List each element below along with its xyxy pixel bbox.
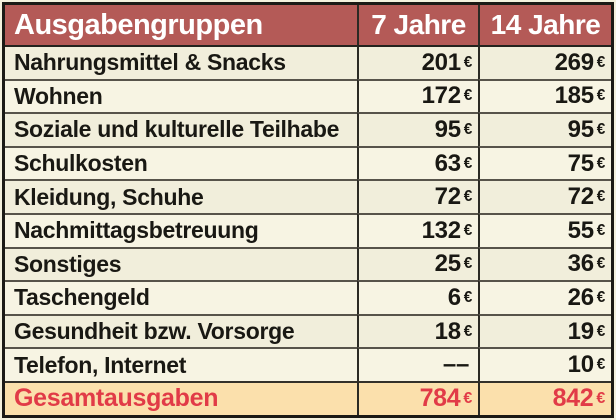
row-label: Kleidung, Schuhe [5,179,357,213]
total-label: Gesamtausgaben [5,380,357,415]
total-age7: 784 € [357,380,478,415]
euro-sign: € [463,389,472,407]
euro-sign: € [596,53,606,71]
row-label: Nachmittagsbetreuung [5,212,357,247]
value-age14: 26 € [478,280,611,314]
euro-sign: € [596,188,606,206]
euro-sign: € [463,87,473,105]
euro-sign: € [463,221,473,239]
value-age14: 95 € [478,112,611,146]
euro-sign: € [463,154,473,172]
euro-sign: € [463,188,473,206]
euro-sign: € [463,53,473,71]
euro-sign: € [463,288,473,306]
row-label: Wohnen [5,78,357,113]
value-age7: 72 € [357,179,478,213]
euro-sign: € [596,154,606,172]
euro-sign: € [596,221,606,239]
euro-sign: € [596,322,606,340]
row-label: Soziale und kulturelle Teilhabe [5,112,357,146]
euro-sign: € [596,120,606,138]
euro-sign: € [596,356,606,374]
value-age14: 75 € [478,145,611,180]
row-label: Taschengeld [5,280,357,314]
row-label: Telefon, Internet [5,347,357,381]
total-age14: 842 € [478,380,611,415]
value-age14: 55 € [478,212,611,247]
euro-sign: € [596,288,606,306]
row-label: Gesundheit bzw. Vorsorge [5,313,357,348]
value-age7: 18 € [357,313,478,348]
euro-sign: € [463,120,473,138]
value-age14: 10 € [478,347,611,381]
row-label: Schulkosten [5,145,357,180]
value-age14: 185 € [478,78,611,113]
value-age7: 63 € [357,145,478,180]
euro-sign: € [596,87,606,105]
column-header-age7: 7 Jahre [357,5,478,45]
value-age14: 36 € [478,246,611,281]
row-label: Sonstiges [5,246,357,281]
euro-sign: € [596,255,606,273]
row-label: Nahrungsmittel & Snacks [5,45,357,79]
value-age7: 201 € [357,45,478,79]
value-age7-dash: –– [357,347,478,381]
value-age14: 269 € [478,45,611,79]
value-age7: 132 € [357,212,478,247]
column-header-groups: Ausgabengruppen [5,5,357,45]
euro-sign: € [596,389,605,407]
euro-sign: € [463,322,473,340]
column-header-age14: 14 Jahre [478,5,611,45]
value-age7: 172 € [357,78,478,113]
value-age7: 25 € [357,246,478,281]
value-age14: 19 € [478,313,611,348]
value-age7: 95 € [357,112,478,146]
value-age7: 6 € [357,280,478,314]
value-age14: 72 € [478,179,611,213]
euro-sign: € [463,255,473,273]
